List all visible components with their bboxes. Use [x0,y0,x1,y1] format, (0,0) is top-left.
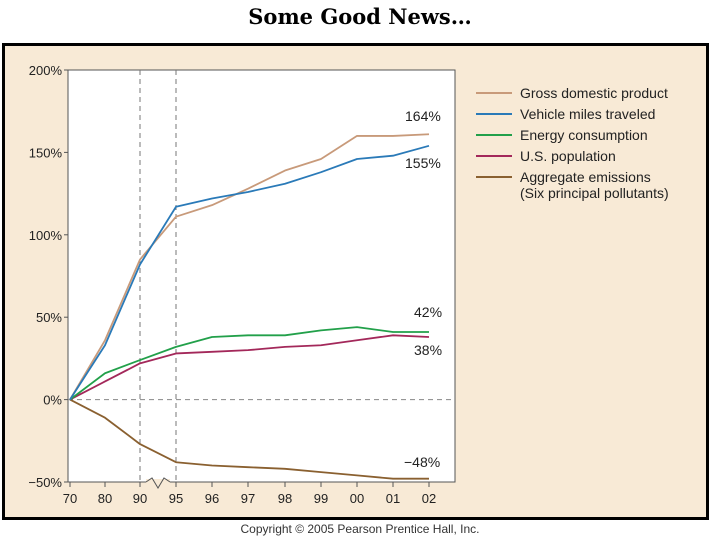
x-tick-label: 95 [169,491,183,506]
y-tick-label: 150% [29,145,63,160]
copyright-text: Copyright © 2005 Pearson Prentice Hall, … [240,522,480,536]
x-tick-label: 70 [63,491,77,506]
legend-label: Gross domestic product [520,85,668,101]
legend-label: Energy consumption [520,127,648,143]
legend-label: Aggregate emissions [520,169,651,185]
x-tick-label: 02 [422,491,436,506]
x-tick-label: 80 [98,491,112,506]
x-tick-label: 99 [314,491,328,506]
series-line-1 [69,144,430,401]
plot-area [67,69,456,483]
x-tick-label: 90 [133,491,147,506]
axis-break-mask [146,479,170,489]
end-value-label: 164% [405,108,441,124]
legend-label: U.S. population [520,148,616,164]
x-tick-label: 00 [350,491,364,506]
y-tick-label: −50% [28,475,62,490]
x-tick-label: 96 [205,491,219,506]
series-line-3 [69,334,430,401]
x-tick-label: 97 [241,491,255,506]
y-tick-label: 0% [43,393,62,408]
x-tick-label: 98 [278,491,292,506]
y-tick-label: 200% [29,63,63,78]
y-tick-label: 100% [29,228,63,243]
y-tick-label: 50% [36,310,62,325]
series-line-4 [69,398,429,480]
axis-break-zigzag [145,477,171,489]
x-tick-label: 01 [386,491,400,506]
end-value-label: 42% [414,304,442,320]
series-line-2 [69,326,429,401]
slide-title: Some Good News… [248,4,472,29]
end-value-label: 38% [414,342,442,358]
legend-label-line2: (Six principal pollutants) [520,185,669,201]
legend-label: Vehicle miles traveled [520,106,655,122]
end-value-label: 155% [405,155,441,171]
end-value-label: −48% [404,454,440,470]
series-line-0 [69,133,430,401]
